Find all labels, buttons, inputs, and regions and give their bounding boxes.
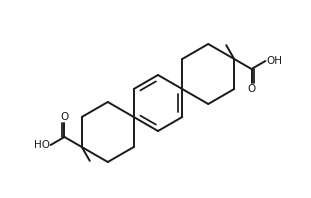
Text: HO: HO (34, 140, 50, 150)
Text: O: O (248, 84, 256, 94)
Text: O: O (60, 112, 69, 122)
Text: OH: OH (267, 56, 282, 66)
